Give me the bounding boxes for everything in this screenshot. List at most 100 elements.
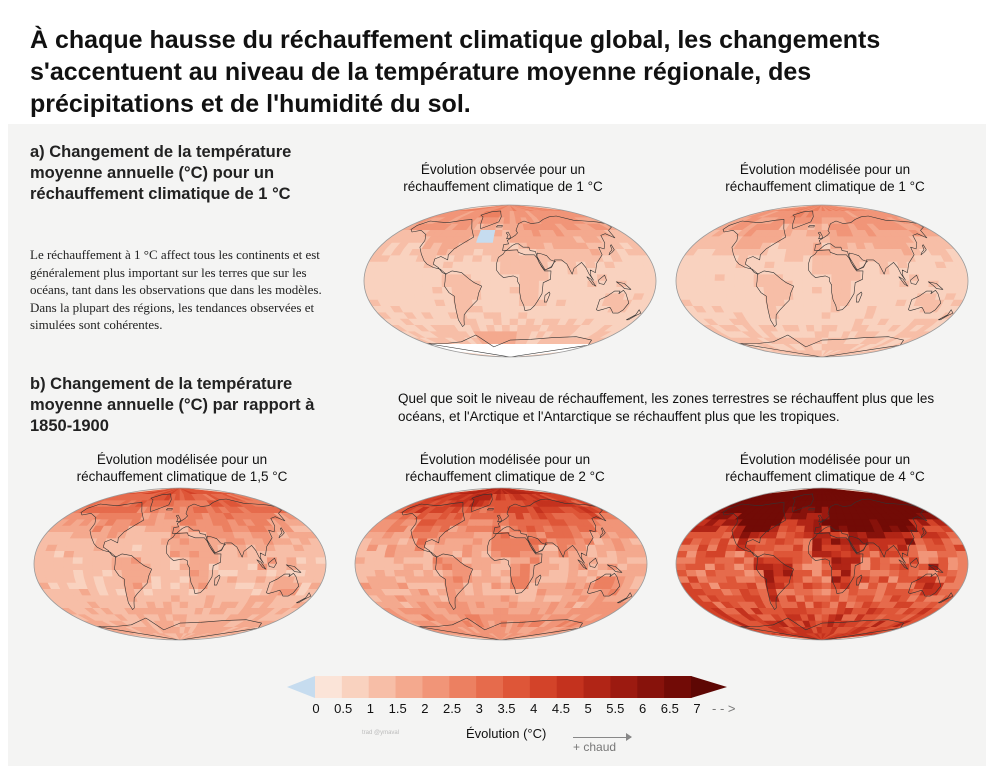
section-b-title: b) Changement de la température moyenne …: [30, 375, 315, 435]
coastline-arabia: [206, 535, 226, 554]
coastline-new-guinea: [606, 564, 623, 573]
scale-segment: [315, 676, 343, 698]
scale-positive-arrow: [691, 676, 727, 698]
scale-unit-label: Évolution (°C): [466, 726, 547, 741]
hotter-label: + chaud: [573, 740, 617, 754]
scale-more-arrow: - - >: [712, 701, 736, 716]
coastline-borneo: [598, 274, 607, 285]
world-map-modeled-2c: [354, 487, 648, 641]
coastline-antarctica: [738, 617, 904, 640]
coastline-south-america: [435, 553, 473, 610]
scale-tick-label: 4: [530, 701, 538, 716]
map-caption-modeled-1-5c: Évolution modélisée pour un réchauffemen…: [76, 452, 288, 484]
coastline-arabia: [848, 535, 868, 554]
coastline-uk: [817, 231, 823, 240]
coastline-greenland: [150, 493, 172, 512]
coastline-africa: [808, 249, 864, 311]
world-map-modeled-4c: [675, 487, 969, 641]
coastline-new-guinea: [927, 564, 944, 573]
coastline-sumatra: [586, 276, 597, 287]
coastline-japan: [608, 244, 615, 256]
coastline-africa: [166, 532, 222, 594]
coastline-arabia: [848, 252, 868, 271]
scale-segment: [583, 676, 612, 698]
scale-segment: [637, 676, 665, 698]
coastline-greenland: [480, 210, 502, 229]
scale-tick-label: 0.5: [334, 701, 353, 716]
scale-tick-label: 6: [638, 701, 647, 716]
scale-tick-label: 6.5: [660, 701, 679, 716]
coastline-borneo: [589, 557, 598, 568]
coastline-madagascar: [856, 291, 863, 303]
coastline-borneo: [910, 557, 919, 568]
map-caption-modeled-4c: Évolution modélisée pour un réchauffemen…: [725, 452, 925, 484]
scale-segment: [449, 676, 477, 698]
map-outline: [363, 204, 657, 358]
coastline-new-zealand: [626, 309, 642, 321]
scale-tick-label: 3.5: [497, 701, 516, 716]
section-a-text: Le réchauffement à 1 °C affect tous les …: [30, 247, 322, 332]
scale-segment: [610, 676, 638, 698]
coastline-uk: [817, 514, 823, 523]
coastline-arabia: [527, 535, 547, 554]
scale-segment: [664, 676, 692, 698]
scale-tick-label: 0: [312, 701, 320, 716]
coastline-antarctica: [738, 334, 904, 357]
coastline-sumatra: [577, 559, 588, 570]
coastline-uk: [505, 231, 511, 240]
coastline-iceland: [496, 224, 503, 228]
world-map-modeled-1-5c: [33, 487, 327, 641]
coastline-south-america: [114, 553, 152, 610]
scale-tick-label: 7: [693, 701, 701, 716]
section-a-title: a) Changement de la température moyenne …: [30, 143, 292, 203]
coastline-uk: [175, 514, 181, 523]
coastline-north-america: [410, 219, 474, 275]
coastline-sumatra: [898, 276, 909, 287]
coastline-madagascar: [535, 574, 542, 586]
scale-tick-label: 5: [584, 701, 592, 716]
coastline-iceland: [487, 507, 494, 511]
coastline-australia: [587, 573, 621, 597]
scale-tick-label: 4.5: [551, 701, 570, 716]
coastline-japan: [920, 244, 927, 256]
scale-tick-label: 2: [421, 701, 429, 716]
world-map-observed-1c: [363, 204, 657, 358]
coastline-north-america: [722, 502, 786, 558]
scale-segment: [556, 676, 585, 698]
coastline-new-zealand: [617, 592, 633, 604]
coastline-new-guinea: [615, 281, 632, 290]
map-caption-modeled-2c: Évolution modélisée pour un réchauffemen…: [405, 452, 605, 484]
hotter-arrow-icon: [626, 733, 632, 741]
coastline-antarctica: [96, 617, 262, 640]
coastline-australia: [908, 290, 942, 314]
coastline-australia: [266, 573, 300, 597]
map-caption-modeled-1c: Évolution modélisée pour un réchauffemen…: [725, 162, 925, 194]
coastline-borneo: [910, 274, 919, 285]
coastline-antarctica: [417, 617, 583, 640]
coastline-japan: [599, 527, 606, 539]
map-outline: [675, 204, 969, 358]
coastline-arabia: [536, 252, 556, 271]
scale-segment: [503, 676, 531, 698]
scale-tick-label: 5.5: [606, 701, 625, 716]
coastline-iceland: [808, 507, 815, 511]
coastline-greenland: [792, 210, 814, 229]
coastline-africa: [808, 532, 864, 594]
coastline-australia: [596, 290, 630, 314]
scale-tick-label: 1: [366, 701, 375, 716]
color-scale-bar: [287, 676, 727, 698]
scale-negative-arrow: [287, 676, 315, 698]
coastline-iceland: [166, 507, 173, 511]
coastline-greenland: [792, 493, 814, 512]
coastline-iceland: [808, 224, 815, 228]
page-title: À chaque hausse du réchauffement climati…: [30, 26, 881, 118]
coastline-madagascar: [544, 291, 551, 303]
scale-segment: [395, 676, 424, 698]
coastline-greenland: [471, 493, 493, 512]
coastline-new-zealand: [296, 592, 312, 604]
coastline-south-america: [756, 270, 794, 327]
scale-tick-label: 3: [475, 701, 483, 716]
hotter-arrow-line: [573, 737, 631, 738]
coastline-sumatra: [898, 559, 909, 570]
scale-segment: [476, 676, 504, 698]
